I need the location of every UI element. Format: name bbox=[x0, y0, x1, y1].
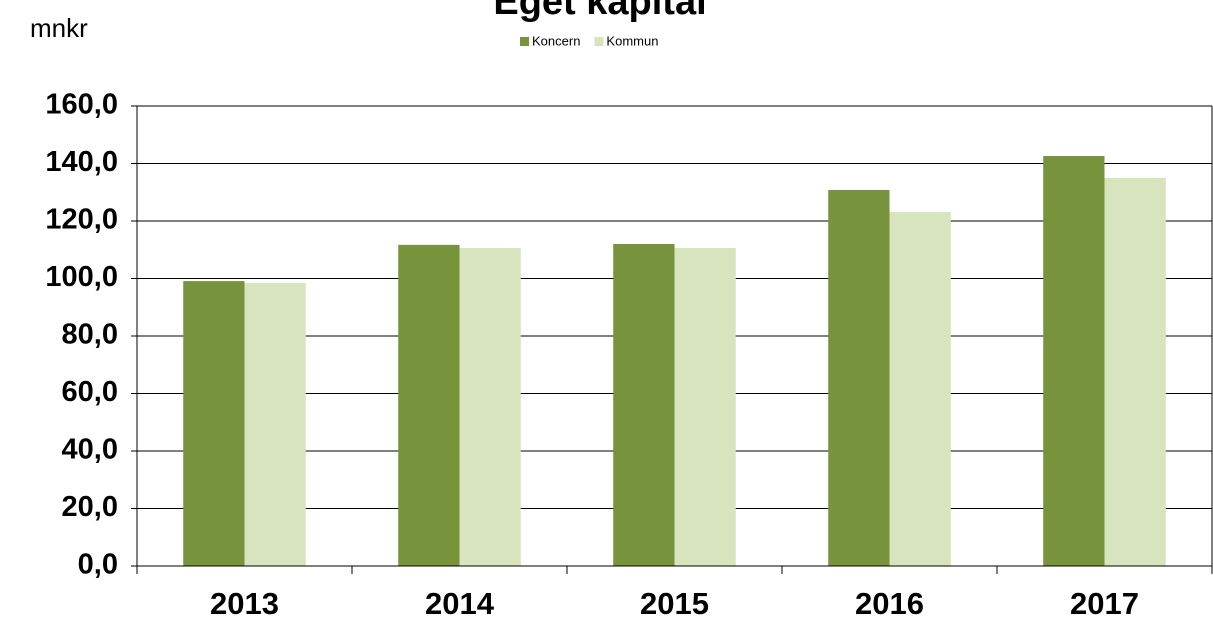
bar bbox=[1043, 156, 1105, 566]
bar bbox=[183, 281, 245, 566]
y-tick-label: 160,0 bbox=[45, 89, 118, 121]
legend-label: Kommun bbox=[606, 33, 658, 48]
legend-swatch bbox=[594, 37, 604, 46]
bar bbox=[828, 189, 890, 566]
y-tick-label: 140,0 bbox=[45, 146, 118, 178]
legend-label: Koncern bbox=[532, 33, 580, 48]
bar bbox=[398, 244, 460, 567]
bar bbox=[889, 212, 951, 566]
legend-swatch bbox=[520, 37, 529, 46]
y-tick-label: 120,0 bbox=[45, 204, 118, 236]
x-tick-label: 2013 bbox=[210, 586, 279, 621]
y-tick-label: 80,0 bbox=[62, 319, 118, 351]
x-tick-label: 2016 bbox=[855, 586, 924, 621]
bar bbox=[674, 248, 736, 566]
y-tick-label: 60,0 bbox=[62, 376, 118, 408]
y-tick-label: 100,0 bbox=[45, 261, 118, 293]
chart-title: Eget kapital bbox=[493, 0, 706, 23]
x-tick-label: 2015 bbox=[640, 586, 709, 621]
y-tick-label: 0,0 bbox=[78, 549, 118, 581]
y-tick-label: 40,0 bbox=[62, 434, 118, 466]
y-axis-label: mnkr bbox=[30, 13, 88, 43]
bar bbox=[459, 248, 521, 566]
x-tick-label: 2014 bbox=[425, 586, 495, 621]
x-tick-label: 2017 bbox=[1070, 586, 1139, 621]
bar bbox=[1104, 177, 1166, 566]
bar bbox=[244, 283, 306, 566]
bar bbox=[613, 244, 675, 566]
y-tick-label: 20,0 bbox=[62, 491, 118, 523]
